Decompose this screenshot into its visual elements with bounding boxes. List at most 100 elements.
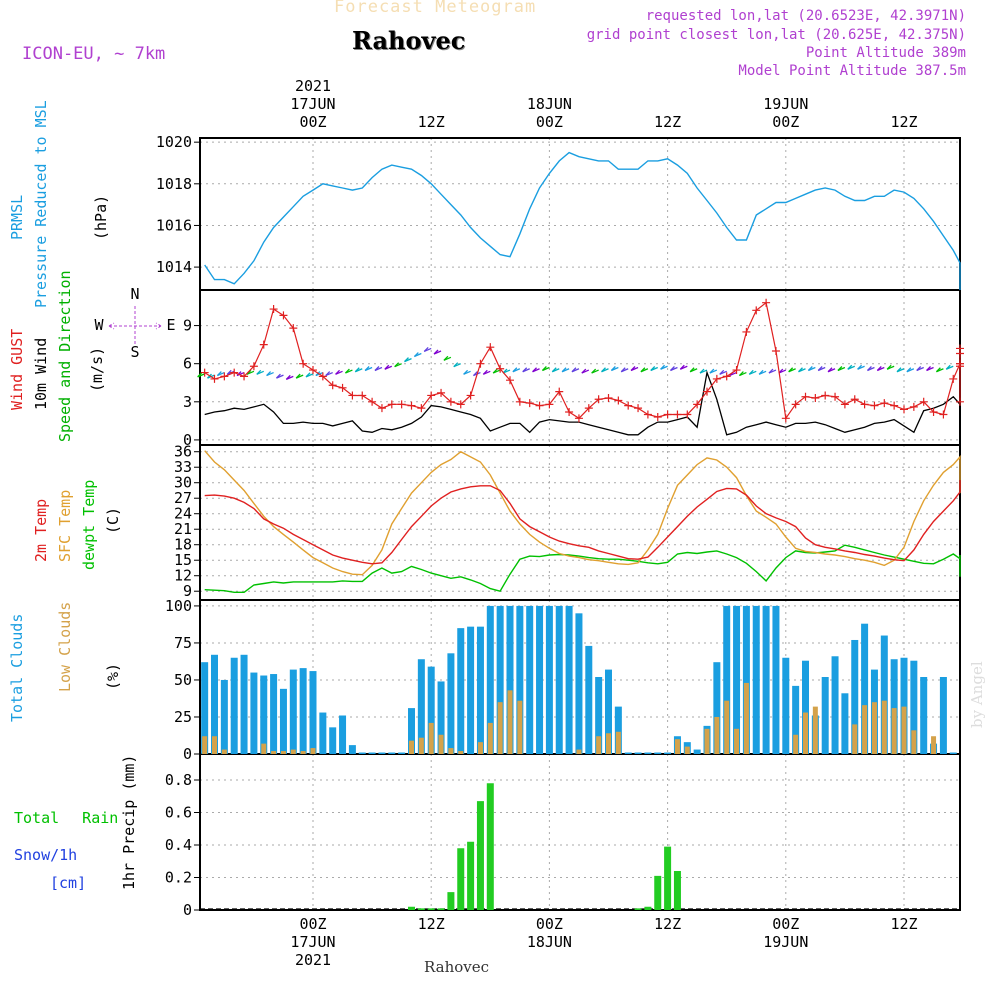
wind-arrow-head xyxy=(423,346,429,352)
rain-bar xyxy=(634,908,642,910)
wind-arrow-head xyxy=(807,366,813,371)
gust-marker xyxy=(900,405,908,414)
total-cloud-bar xyxy=(427,666,435,754)
total-cloud-bar xyxy=(437,681,445,754)
wind-arrow-head xyxy=(689,367,695,373)
y-tick-label: 0.6 xyxy=(165,804,192,822)
low-cloud-bar xyxy=(881,700,887,754)
low-cloud-bar xyxy=(684,746,690,754)
gust-marker xyxy=(417,404,426,413)
low-cloud-bar xyxy=(931,736,937,754)
wind-arrow-head xyxy=(512,367,518,373)
gust-marker xyxy=(762,298,771,307)
wind-arrow-head xyxy=(876,366,882,371)
total-cloud-bar xyxy=(742,605,750,754)
gust-marker xyxy=(259,340,268,349)
location-title: Rahovec xyxy=(352,26,466,55)
gust-marker xyxy=(781,414,790,423)
gust-marker xyxy=(348,391,357,400)
y-tick-label: 1014 xyxy=(156,258,192,276)
gust-marker xyxy=(860,400,869,409)
wind-arrow-head xyxy=(837,366,843,371)
wind-arrow-head xyxy=(699,368,705,374)
total-cloud-bar xyxy=(526,605,534,754)
total-cloud-bar xyxy=(624,752,632,754)
total-cloud-bar xyxy=(841,693,849,754)
low-cloud-bar xyxy=(310,748,316,754)
wind-arrow-head xyxy=(945,364,951,370)
top-time-label: 18JUN xyxy=(527,95,572,113)
low-cloud-bar xyxy=(674,739,680,754)
gust-marker xyxy=(289,324,298,333)
low-cloud-bar xyxy=(812,706,818,754)
snow-unit-label: [cm] xyxy=(50,874,87,892)
low-cloud-bar xyxy=(497,702,503,754)
total-cloud-bar xyxy=(802,660,809,754)
total-cloud-bar xyxy=(920,677,928,754)
wind-arrow-head xyxy=(344,368,350,374)
wind-arrow-head xyxy=(482,369,488,375)
total-cloud-bar xyxy=(201,662,209,754)
wind-arrow-head xyxy=(679,364,685,370)
y-tick-label: 100 xyxy=(165,597,192,615)
total-cloud-bar xyxy=(486,605,494,754)
bottom-time-label: 12Z xyxy=(890,915,917,933)
gust-marker xyxy=(653,413,662,422)
total-cloud-bar xyxy=(939,677,947,754)
wind-gust-line xyxy=(204,301,961,420)
wind-arrow-head xyxy=(354,367,360,373)
rain-bar xyxy=(427,908,435,910)
gust-marker xyxy=(240,372,249,381)
wind-arrow-head xyxy=(256,369,262,375)
total-cloud-bar xyxy=(634,752,642,754)
wind-arrow-head xyxy=(620,367,626,373)
low-cloud-bar xyxy=(300,751,306,754)
wind-arrow-head xyxy=(630,366,636,371)
wind-arrow-head xyxy=(640,367,646,373)
wind-arrow-head xyxy=(827,367,833,373)
grid-point-coordinates: grid point closest lon,lat (20.625E, 42.… xyxy=(586,27,966,43)
total-cloud-bar xyxy=(664,752,672,754)
gust-marker xyxy=(840,400,849,409)
total-cloud-bar xyxy=(299,668,307,754)
wind-arrow-head xyxy=(433,349,439,355)
wind-arrow-head xyxy=(857,364,863,370)
wind-arrow-head xyxy=(798,367,803,373)
gust-marker xyxy=(693,400,702,409)
wind-arrow-head xyxy=(581,368,587,374)
gust-marker xyxy=(880,399,889,408)
low-cloud-bar xyxy=(793,734,799,754)
total-cloud-bar xyxy=(368,752,376,754)
wind-arrow-head xyxy=(788,367,794,373)
y-tick-label: 75 xyxy=(174,634,192,652)
y-tick-label: 0.2 xyxy=(165,869,192,887)
gust-marker xyxy=(949,374,958,383)
gust-marker xyxy=(712,374,721,383)
total-cloud-bar xyxy=(733,605,741,754)
gust-marker xyxy=(574,414,583,423)
gust-marker xyxy=(515,397,524,406)
low-cloud-bar xyxy=(852,724,858,754)
rain-bar xyxy=(437,908,445,910)
gust-marker xyxy=(309,366,317,375)
compass-east: E xyxy=(166,316,175,334)
total-cloud-bar xyxy=(408,708,415,754)
wind-arrow-head xyxy=(453,362,459,368)
gust-marker xyxy=(545,400,554,409)
low-cloud-bar xyxy=(221,749,227,754)
gust-marker xyxy=(506,376,514,385)
total-cloud-bar xyxy=(555,605,563,754)
y-tick-label: 33 xyxy=(174,458,192,476)
total-cloud-bar xyxy=(279,688,287,754)
gust-marker xyxy=(328,381,337,390)
bottom-time-label: 17JUN xyxy=(290,933,335,951)
wind-arrow-head xyxy=(492,368,498,374)
gust-marker xyxy=(624,401,633,410)
total-cloud-bar xyxy=(752,605,760,754)
total-cloud-bar xyxy=(309,671,317,754)
gust-marker xyxy=(742,327,751,336)
low-cloud-bar xyxy=(280,751,286,754)
low-cloud-bar xyxy=(891,708,897,754)
gust-marker xyxy=(269,305,278,314)
top-time-label: 19JUN xyxy=(763,95,808,113)
